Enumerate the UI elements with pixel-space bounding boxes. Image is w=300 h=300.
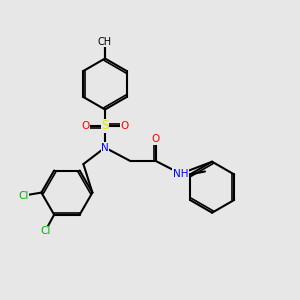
Text: Cl: Cl <box>40 226 50 236</box>
Text: Cl: Cl <box>18 190 28 201</box>
Text: S: S <box>101 119 109 133</box>
Text: O: O <box>81 121 90 131</box>
Text: O: O <box>152 134 160 145</box>
Text: NH: NH <box>173 169 188 179</box>
Text: O: O <box>120 121 129 131</box>
Text: N: N <box>101 142 109 153</box>
Text: CH: CH <box>98 37 112 47</box>
